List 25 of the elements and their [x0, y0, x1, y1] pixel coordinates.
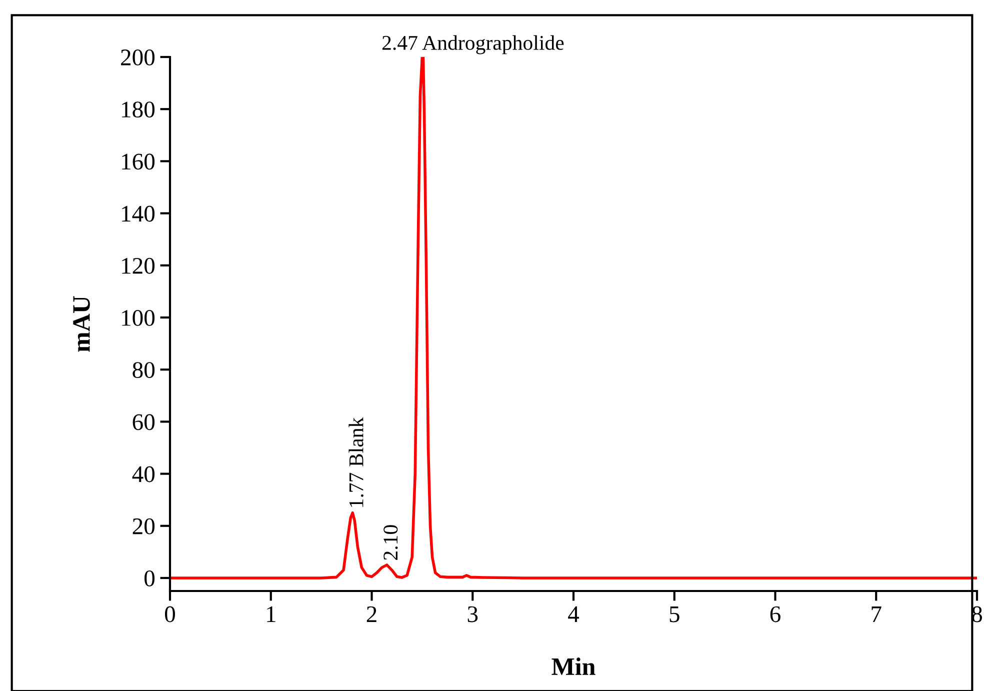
x-tick-label: 4 — [568, 606, 580, 622]
x-tick-label: 6 — [770, 606, 780, 622]
x-tick-label: 7 — [872, 606, 882, 622]
y-tick-label: 140 — [122, 206, 155, 222]
x-tick-label: 2 — [366, 606, 376, 622]
x-tick-label: 0 — [164, 606, 176, 622]
y-tick-label: 120 — [122, 258, 155, 274]
y-tick-label: 100 — [122, 310, 155, 326]
y-tick-label: 200 — [121, 49, 155, 66]
y-tick-label: 180 — [122, 102, 155, 118]
y-axis-title: mAU — [73, 296, 90, 352]
annotation: 2.10 — [384, 525, 398, 560]
line-series — [170, 57, 977, 580]
annotation: 1.77 Blank — [348, 417, 364, 507]
x-tick-label: 5 — [670, 606, 680, 622]
y-tick-label: 20 — [132, 518, 155, 534]
x-tick-label: 3 — [468, 606, 478, 622]
annotation: 2.47 Andrographolide — [382, 35, 564, 54]
x-axis-title: Min — [552, 658, 596, 675]
y-tick-label: 40 — [132, 466, 155, 482]
y-tick-label: 0 — [144, 570, 155, 586]
y-tick-label: 60 — [132, 414, 155, 430]
y-tick-label: 160 — [122, 154, 155, 170]
x-tick-label: 1 — [267, 606, 276, 622]
y-tick-label: 80 — [132, 362, 155, 378]
